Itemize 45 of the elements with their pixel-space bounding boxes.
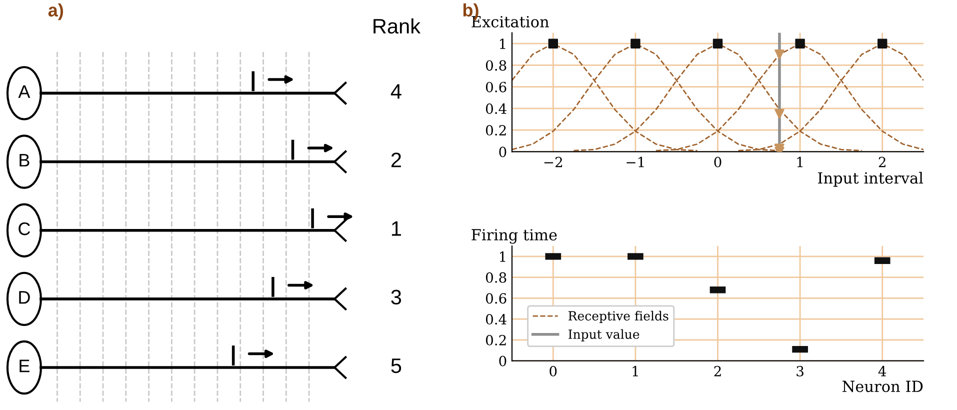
y-tick-label: 0.6: [486, 293, 506, 304]
y-tick-label: 0.8: [486, 272, 506, 283]
category-label: A: [18, 85, 30, 98]
data-label: 5: [391, 358, 402, 374]
x-tick-label: 1: [797, 156, 802, 168]
point: [548, 38, 558, 48]
data-label: 1: [392, 221, 401, 236]
text: Rank: [374, 18, 421, 34]
x-tick-label: 2: [878, 156, 886, 168]
point: [795, 38, 805, 48]
x-axis-title: Neuron ID: [842, 380, 923, 392]
category-label: B: [20, 154, 30, 166]
category-label: C: [18, 222, 30, 236]
x-axis-title: Input interval: [818, 172, 924, 187]
text: a): [48, 3, 64, 20]
y-tick-label: 1: [500, 38, 506, 49]
category-label: D: [19, 291, 30, 304]
y-tick-label: 0.2: [486, 334, 506, 346]
y-tick-label: 0.2: [486, 125, 506, 136]
category-label: E: [20, 360, 30, 372]
point: [630, 38, 640, 48]
y-tick-label: 0: [499, 146, 506, 158]
x-tick-label: −1: [626, 156, 644, 168]
x-tick-label: 1: [632, 366, 638, 376]
point: [712, 38, 723, 48]
y-axis-title: Firing time: [472, 229, 557, 244]
x-tick-label: −2: [544, 156, 562, 168]
x-tick-label: 0: [714, 156, 722, 168]
y-tick-label: 0.4: [486, 314, 506, 325]
legend-label: Receptive fields: [568, 310, 668, 323]
y-tick-label: 0: [499, 356, 506, 366]
y-tick-label: 1: [500, 251, 506, 262]
x-tick-label: 0: [550, 366, 557, 376]
point: [774, 50, 784, 60]
data-label: 4: [390, 84, 402, 99]
point: [774, 109, 784, 119]
y-tick-label: 0.8: [486, 60, 506, 71]
data-label: 3: [391, 290, 402, 305]
x-tick-label: 4: [878, 366, 886, 376]
legend-label: Input value: [568, 329, 640, 342]
x-tick-label: 2: [714, 366, 721, 376]
y-tick-label: 0.4: [486, 103, 506, 114]
y-tick-label: 0.6: [486, 82, 506, 92]
x-tick-label: 3: [796, 366, 804, 376]
point: [877, 38, 888, 48]
